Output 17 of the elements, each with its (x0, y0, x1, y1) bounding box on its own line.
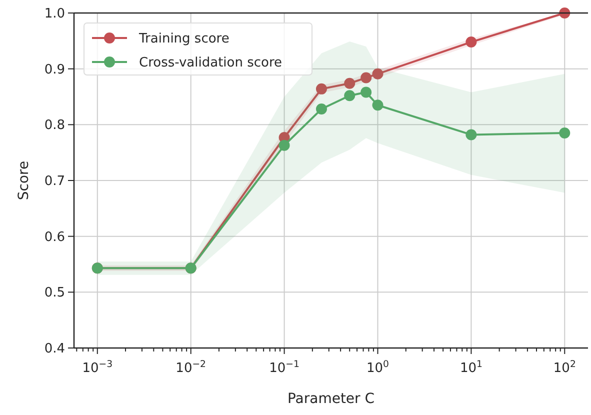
y-tick-label: 0.8 (44, 118, 65, 134)
legend-label: Training score (138, 32, 230, 47)
x-axis-title: Parameter C (287, 391, 375, 407)
legend-label: Cross-validation score (139, 56, 282, 71)
y-tick-label: 1.0 (44, 6, 65, 22)
y-axis-title: Score (16, 160, 32, 200)
y-tick-label: 0.4 (44, 342, 65, 357)
x-tick-label: 10$^{1}$ (460, 358, 482, 376)
x-tick-label: 10$^{2}$ (553, 358, 576, 376)
x-tick-label: 10$^{−1}$ (269, 358, 300, 376)
y-tick-label: 0.6 (44, 230, 65, 245)
x-tick-label: 10$^{−2}$ (176, 358, 206, 376)
x-tick-label: 10$^{0}$ (366, 358, 390, 376)
y-tick-label: 0.5 (44, 286, 65, 301)
x-tick-label: 10$^{−3}$ (82, 358, 113, 376)
y-tick-label: 0.7 (44, 174, 65, 190)
y-tick-label: 0.9 (44, 62, 65, 78)
